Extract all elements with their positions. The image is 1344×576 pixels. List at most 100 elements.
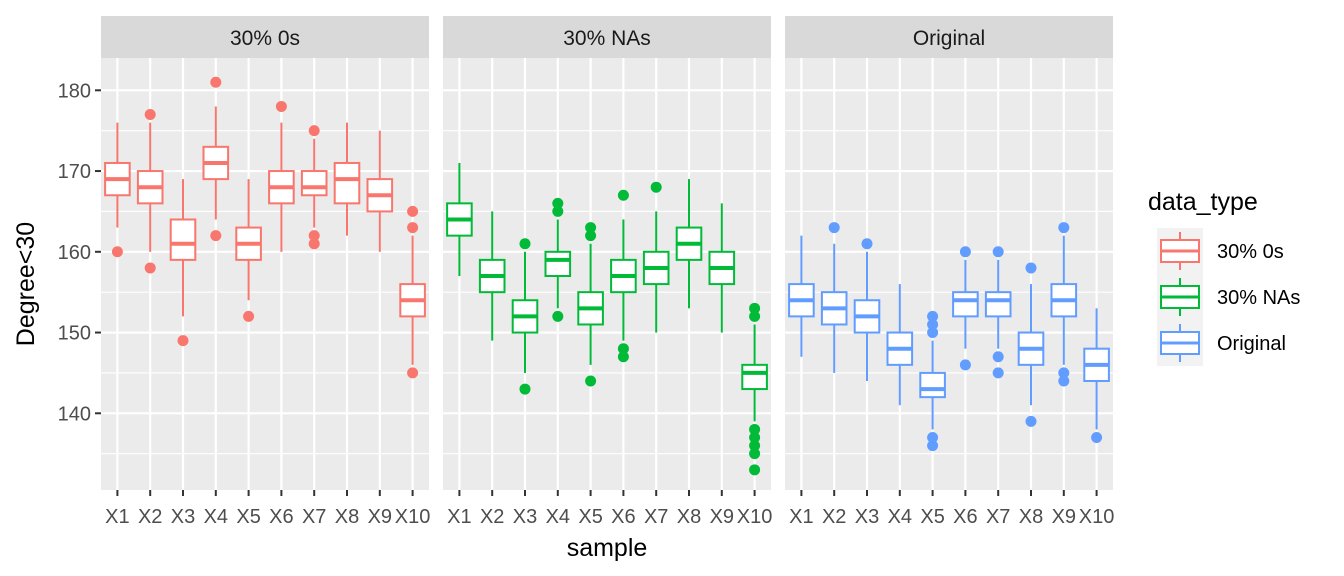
- legend-label: Original: [1217, 333, 1286, 355]
- y-axis: 140 150 160 170 180: [58, 80, 101, 425]
- outlier-point: [650, 181, 662, 193]
- outlier-point: [407, 205, 419, 217]
- outlier-point: [519, 238, 531, 250]
- box-X9: [708, 203, 736, 333]
- outlier-point: [749, 464, 761, 476]
- outlier-point: [1058, 222, 1070, 234]
- outlier-point: [959, 246, 971, 258]
- outlier-point: [585, 375, 597, 387]
- outlier-point: [243, 310, 255, 322]
- x-tick-label: X10: [737, 506, 773, 528]
- outlier-point: [927, 432, 939, 444]
- outlier-point: [749, 448, 761, 460]
- outlier-point: [1091, 432, 1103, 444]
- x-tick-label: X9: [368, 506, 392, 528]
- outlier-point: [992, 367, 1004, 379]
- outlier-point: [177, 335, 189, 347]
- x-tick-label: X4: [546, 506, 570, 528]
- box-X3: [853, 238, 881, 381]
- box-X6: [610, 189, 637, 363]
- x-tick-label: X8: [1019, 506, 1043, 528]
- x-tick-label: X7: [644, 506, 668, 528]
- box-X5: [577, 222, 604, 387]
- x-tick-label: X9: [710, 506, 734, 528]
- outlier-point: [407, 222, 419, 234]
- legend-entry-2: 30% NAs: [1157, 274, 1300, 320]
- outlier-point: [992, 246, 1004, 258]
- x-tick-label: X1: [789, 506, 813, 528]
- x-tick-label: X6: [269, 506, 293, 528]
- outlier-point: [749, 310, 761, 322]
- box-body: [333, 161, 361, 205]
- x-tick-label: X1: [105, 506, 129, 528]
- outlier-point: [927, 440, 939, 452]
- y-tick-label: 160: [58, 242, 91, 264]
- x-tick-label: X9: [1052, 506, 1076, 528]
- box-X4: [544, 197, 572, 322]
- x-tick-label: X3: [171, 506, 195, 528]
- x-tick-label: X7: [986, 506, 1010, 528]
- box-X7: [642, 181, 670, 333]
- outlier-point: [749, 423, 761, 435]
- legend: data_type 30% 0s 30% NAs Original: [1148, 188, 1300, 366]
- outlier-point: [959, 359, 971, 371]
- box-X8: [333, 122, 361, 236]
- legend-title: data_type: [1148, 188, 1258, 216]
- x-tick-label: X4: [204, 506, 228, 528]
- facet-strip-label: Original: [913, 27, 985, 50]
- outlier-point: [144, 109, 156, 121]
- outlier-point: [749, 440, 761, 452]
- outlier-point: [617, 351, 629, 363]
- outlier-point: [308, 230, 320, 242]
- box-body: [544, 250, 572, 278]
- box-X10: [741, 302, 768, 476]
- outlier-point: [1025, 415, 1037, 427]
- x-tick-label: X2: [138, 506, 162, 528]
- outlier-point: [1025, 262, 1037, 274]
- outlier-point: [210, 76, 222, 88]
- outlier-point: [308, 125, 320, 137]
- box-body: [741, 363, 768, 391]
- box-body: [300, 170, 328, 197]
- x-tick-label: X5: [920, 506, 944, 528]
- box-X1: [446, 162, 473, 277]
- outlier-point: [519, 383, 531, 395]
- box-X7: [300, 125, 328, 250]
- box-X4: [886, 284, 914, 406]
- outlier-point: [552, 197, 564, 209]
- legend-entry-1: 30% 0s: [1157, 228, 1284, 274]
- y-axis-title: Degree<30: [12, 222, 40, 346]
- box-X2: [478, 211, 506, 341]
- box-X6: [268, 100, 295, 252]
- box-X2: [820, 222, 848, 373]
- outlier-point: [585, 222, 597, 234]
- box-X1: [104, 122, 131, 258]
- outlier-point: [552, 310, 564, 322]
- outlier-point: [828, 222, 840, 234]
- x-tick-label: X3: [855, 506, 879, 528]
- outlier-point: [1058, 367, 1070, 379]
- facet-strip: [101, 16, 429, 58]
- outlier-point: [927, 318, 939, 330]
- box-body: [919, 371, 946, 399]
- y-tick-label: 180: [58, 80, 91, 102]
- y-tick-label: 170: [58, 161, 91, 183]
- box-X9: [366, 130, 394, 252]
- panel-background: [785, 58, 1113, 490]
- box-X8: [1017, 262, 1045, 427]
- legend-entry-3: Original: [1157, 320, 1286, 366]
- outlier-point: [111, 246, 123, 258]
- outlier-point: [992, 351, 1004, 363]
- x-tick-label: X3: [513, 506, 537, 528]
- box-body: [984, 291, 1012, 318]
- outlier-point: [144, 262, 156, 274]
- box-X5: [919, 310, 946, 452]
- panel-background: [101, 58, 429, 490]
- x-tick-label: X2: [822, 506, 846, 528]
- box-X6: [952, 246, 979, 371]
- x-axis-title: sample: [567, 534, 648, 562]
- outlier-point: [749, 302, 761, 314]
- x-tick-label: X10: [395, 506, 431, 528]
